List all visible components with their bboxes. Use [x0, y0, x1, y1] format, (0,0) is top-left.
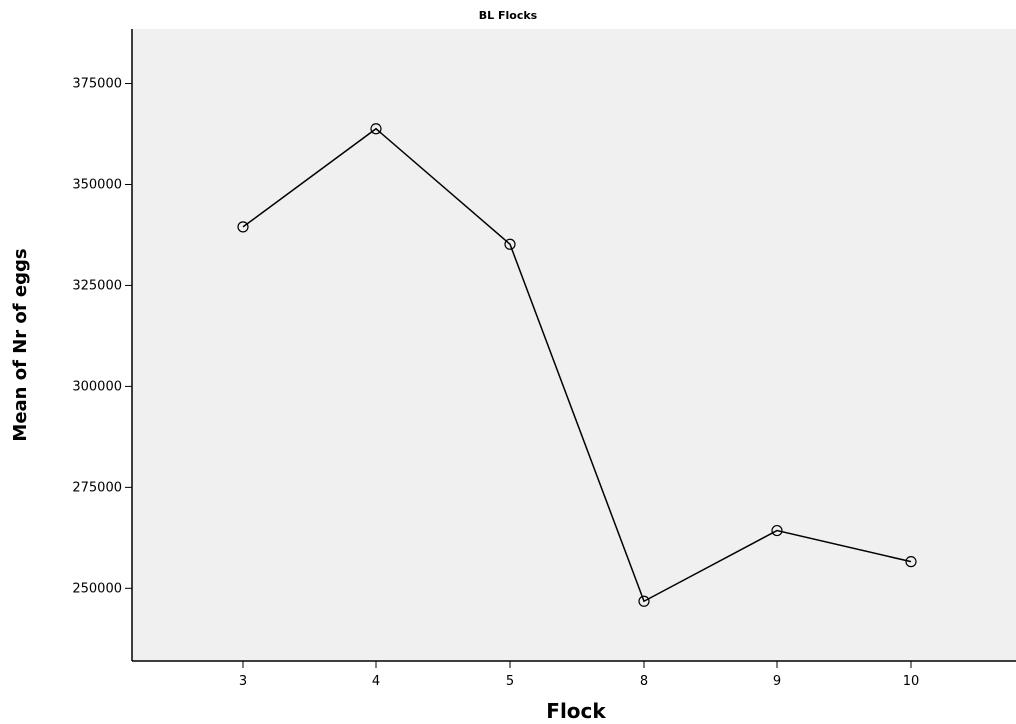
y-axis-label: Mean of Nr of eggs — [10, 248, 31, 441]
plot-area — [132, 29, 1016, 661]
data-point-flock-3 — [237, 221, 249, 233]
chart-title: BL Flocks — [479, 9, 538, 22]
y-tick-label: 250000 — [72, 581, 122, 596]
data-point-flock-5 — [504, 238, 516, 250]
y-tick-label: 375000 — [72, 77, 122, 92]
y-tick-label: 300000 — [72, 379, 122, 394]
data-point-flock-10 — [905, 556, 917, 568]
series-line — [242, 127, 912, 603]
y-tick-label: 325000 — [72, 278, 122, 293]
data-point-flock-4 — [370, 123, 382, 135]
y-axis-ticks: 250000 275000 300000 325000 350000 375000 — [72, 77, 132, 596]
data-point-flock-8 — [638, 595, 650, 607]
x-tick-label: 10 — [903, 674, 920, 689]
x-tick-label: 9 — [773, 674, 781, 689]
series-markers — [237, 123, 917, 607]
x-tick-label: 3 — [239, 674, 247, 689]
data-point-flock-9 — [771, 524, 783, 537]
y-tick-label: 350000 — [72, 177, 122, 192]
x-axis-label: Flock — [546, 699, 606, 723]
x-tick-label: 4 — [372, 674, 380, 689]
x-axis-ticks: 3 4 5 8 9 10 — [239, 661, 919, 689]
x-tick-label: 5 — [506, 674, 514, 689]
y-tick-label: 275000 — [72, 480, 122, 495]
x-tick-label: 8 — [640, 674, 648, 689]
